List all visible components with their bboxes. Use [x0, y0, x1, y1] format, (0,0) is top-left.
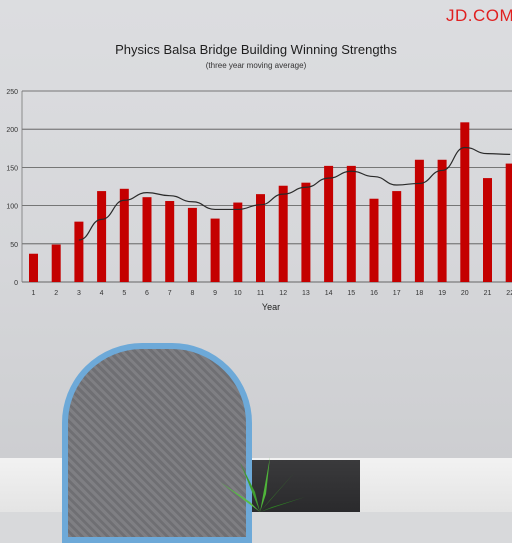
bar [369, 198, 379, 282]
bar [460, 122, 470, 282]
bar [210, 218, 220, 282]
plant-leaves [220, 457, 305, 512]
bar [483, 178, 492, 282]
x-tick-label: 2 [54, 290, 58, 297]
y-tick-label: 100 [6, 204, 18, 211]
chart-subtitle: (three year moving average) [205, 61, 307, 70]
x-tick-label: 7 [168, 290, 172, 297]
x-tick-label: 8 [190, 290, 194, 297]
bar [119, 188, 129, 282]
bar [437, 159, 447, 282]
bar [278, 185, 288, 282]
x-tick-label: 15 [347, 290, 355, 297]
x-tick-label: 4 [100, 290, 104, 297]
bar [324, 165, 334, 282]
x-tick-label: 18 [416, 290, 424, 297]
bar [301, 182, 311, 282]
bar [233, 202, 243, 282]
x-tick-label: 12 [279, 290, 287, 297]
bar [392, 191, 402, 282]
y-tick-label: 50 [10, 242, 18, 249]
brand-watermark: JD.COM [446, 6, 512, 25]
x-tick-label: 19 [438, 290, 446, 297]
x-tick-label: 1 [32, 290, 36, 297]
x-tick-label: 3 [77, 290, 81, 297]
chart-title: Physics Balsa Bridge Building Winning St… [115, 42, 397, 57]
bar [414, 159, 424, 282]
x-tick-label: 14 [325, 290, 333, 297]
x-tick-label: 9 [213, 290, 217, 297]
x-tick-label: 22 [506, 290, 512, 297]
bar [51, 244, 61, 282]
bar [142, 197, 152, 282]
bar [187, 207, 197, 282]
bar [505, 163, 512, 282]
x-tick-label: 11 [257, 290, 264, 297]
x-tick-label: 10 [234, 290, 242, 297]
bar [165, 201, 175, 282]
y-tick-label: 150 [6, 165, 18, 172]
y-tick-label: 200 [6, 127, 18, 134]
bar [97, 191, 107, 282]
bar [29, 253, 38, 282]
x-tick-label: 20 [461, 290, 469, 297]
x-tick-label: 21 [484, 290, 492, 297]
bar [346, 165, 356, 282]
office-chair [62, 343, 252, 543]
x-tick-label: 13 [302, 290, 310, 297]
x-tick-label: 6 [145, 290, 149, 297]
bar [74, 221, 84, 282]
y-tick-label: 250 [6, 89, 18, 96]
moving-average-line [78, 146, 511, 241]
y-tick-label: 0 [14, 280, 18, 287]
bar [256, 194, 265, 282]
x-tick-label: 16 [370, 290, 378, 297]
x-tick-label: 17 [393, 290, 401, 297]
x-tick-label: 5 [122, 290, 126, 297]
x-axis-label: Year [262, 302, 280, 312]
